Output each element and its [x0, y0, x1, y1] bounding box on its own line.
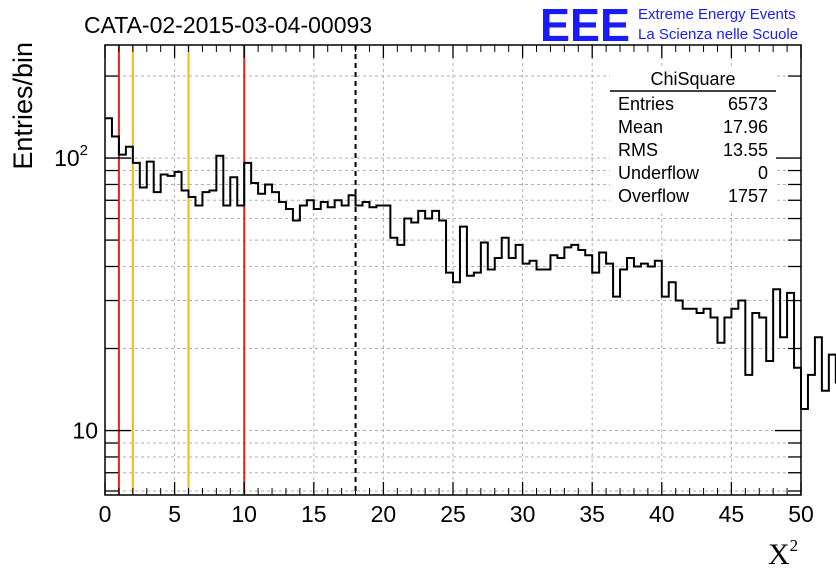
- stats-entries-label: Entries: [618, 94, 674, 114]
- stats-underflow-label: Underflow: [618, 163, 700, 183]
- x-tick-label: 25: [440, 501, 466, 527]
- stats-box-title: ChiSquare: [650, 69, 735, 89]
- stats-rms-label: RMS: [618, 140, 658, 160]
- x-tick-label: 50: [788, 501, 814, 527]
- eee-logo-letters: EEE: [540, 0, 630, 51]
- y-axis-label: Entries/bin: [8, 42, 38, 170]
- chart-title: CATA-02-2015-03-04-00093: [84, 12, 372, 38]
- y-tick-label-superscript: 2: [80, 142, 88, 159]
- x-tick-label: 35: [579, 501, 605, 527]
- stats-underflow-value: 0: [758, 163, 768, 183]
- eee-logo-line2: La Scienza nelle Scuole: [638, 26, 798, 43]
- reference-lines: [117, 45, 357, 495]
- stats-rms-value: 13.55: [723, 140, 768, 160]
- x-tick-label: 15: [301, 501, 327, 527]
- y-tick-label-base: 10: [54, 145, 80, 171]
- stats-mean-value: 17.96: [723, 117, 768, 137]
- stats-overflow-label: Overflow: [618, 186, 690, 206]
- x-tick-label: 10: [231, 501, 257, 527]
- y-tick-label: 10: [72, 418, 98, 444]
- x-axis-label-superscript: 2: [790, 536, 799, 555]
- eee-logo-line1: Extreme Energy Events: [638, 6, 796, 23]
- x-tick-label: 30: [510, 501, 536, 527]
- stats-mean-label: Mean: [618, 117, 663, 137]
- x-tick-label: 40: [649, 501, 675, 527]
- x-tick-label: 5: [168, 501, 181, 527]
- stats-entries-value: 6573: [728, 94, 768, 114]
- stats-box-background: [610, 66, 776, 210]
- stats-overflow-value: 1757: [728, 186, 768, 206]
- stats-box: ChiSquare Entries 6573 Mean 17.96 RMS 13…: [610, 66, 776, 210]
- x-tick-label: 45: [719, 501, 745, 527]
- x-axis-ticks: 0 5 10 15 20 25 30 35 40 45 50: [99, 45, 814, 527]
- x-tick-label: 20: [371, 501, 397, 527]
- x-tick-label: 0: [99, 501, 112, 527]
- x-axis-label-base: X: [768, 538, 790, 571]
- x-axis-label: X2: [768, 536, 798, 571]
- y-tick-label: 102: [54, 142, 88, 171]
- plot-frame: [104, 44, 802, 496]
